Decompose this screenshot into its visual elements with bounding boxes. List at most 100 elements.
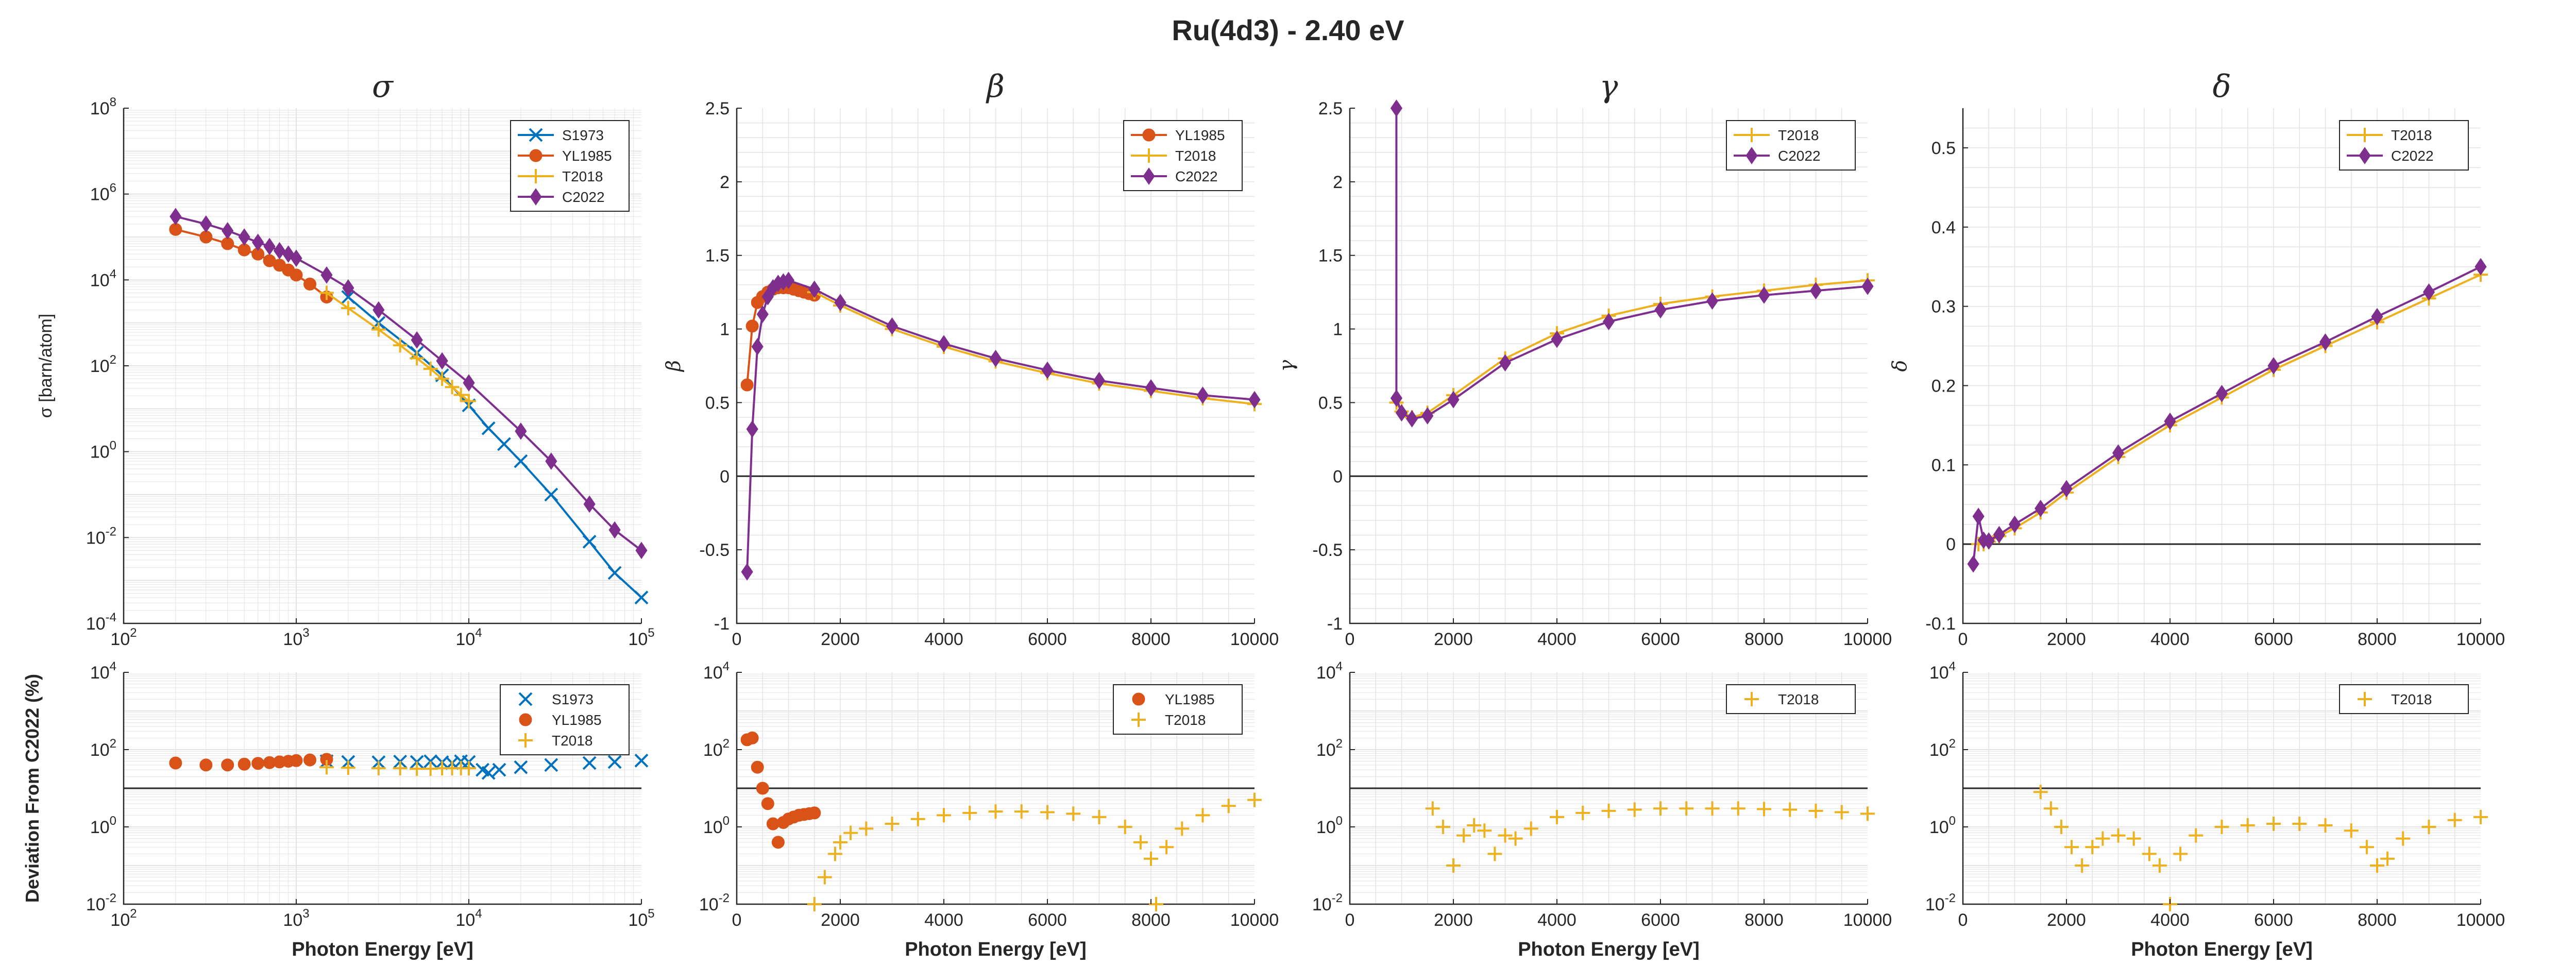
chart-dev_gamma: 0 2000 4000 6000 8000 10000 10-2 100 102 104 Photo… bbox=[1312, 659, 1892, 960]
y-tick-label: 0.1 bbox=[1931, 455, 1956, 475]
legend-label: T2018 bbox=[2391, 691, 2432, 707]
legend: S1973 YL1985 T2018 bbox=[500, 684, 630, 755]
legend-item: T2018 bbox=[1744, 691, 1819, 707]
data-point bbox=[423, 754, 438, 768]
x-tick-label: 10000 bbox=[1230, 630, 1279, 649]
data-point bbox=[2344, 823, 2359, 838]
y-tick-label: 10-4 bbox=[86, 611, 116, 634]
data-point bbox=[859, 821, 874, 836]
legend-label: T2018 bbox=[1778, 691, 1819, 707]
data-point bbox=[393, 338, 408, 353]
series-T2018 bbox=[2033, 785, 2488, 911]
x-tick-label: 4000 bbox=[924, 630, 963, 649]
legend-item: S1973 bbox=[518, 127, 604, 143]
data-point bbox=[1247, 792, 1262, 807]
data-point bbox=[1196, 386, 1209, 404]
data-point bbox=[544, 487, 558, 502]
y-tick-label: -1 bbox=[1327, 614, 1343, 634]
data-point bbox=[1487, 846, 1502, 861]
series-YL1985 bbox=[169, 753, 333, 772]
chart-dev_sigma: 102 103 104 105 10-2 100 102 104 Photon Energy [… bbox=[22, 659, 655, 960]
legend-marker bbox=[1744, 128, 1759, 142]
data-point bbox=[751, 760, 764, 774]
y-tick-label: 100 bbox=[703, 814, 730, 837]
data-point bbox=[1144, 851, 1158, 866]
data-point bbox=[545, 452, 557, 470]
y-tick-label: -0.5 bbox=[1312, 540, 1343, 560]
legend-marker bbox=[2358, 128, 2372, 142]
legend-item: T2018 bbox=[2358, 691, 2432, 707]
series-C2022 bbox=[1390, 99, 1874, 428]
data-point bbox=[607, 566, 622, 580]
x-tick-label: 0 bbox=[1958, 910, 1968, 930]
data-point bbox=[515, 422, 527, 440]
series-C2022 bbox=[741, 272, 1261, 581]
y-tick-label: 0.5 bbox=[1931, 139, 1956, 158]
data-point bbox=[938, 335, 950, 353]
data-point bbox=[807, 897, 822, 911]
data-point bbox=[2422, 283, 2435, 301]
legend: T2018 bbox=[1726, 684, 1856, 714]
series-YL1985 bbox=[169, 223, 333, 303]
x-tick-label: 103 bbox=[283, 907, 309, 930]
data-point bbox=[371, 322, 386, 337]
legend-item: C2022 bbox=[1734, 147, 1821, 164]
legend-marker bbox=[518, 692, 533, 706]
legend-marker bbox=[519, 713, 532, 726]
grid bbox=[124, 108, 641, 623]
data-point bbox=[445, 380, 460, 395]
data-point bbox=[251, 757, 265, 770]
data-point bbox=[2112, 444, 2125, 462]
data-point bbox=[1159, 840, 1174, 855]
data-point bbox=[2215, 384, 2228, 402]
data-point bbox=[497, 437, 511, 451]
y-tick-label: -0.1 bbox=[1925, 614, 1956, 634]
tick-labels: 0 2000 4000 6000 8000 10000-0.100.10.20.30.40… bbox=[1925, 139, 2505, 649]
tick-labels: 102 103 104 105 10-4 10-2 100 102 104 106 108 bbox=[86, 95, 655, 649]
data-point bbox=[453, 387, 468, 402]
data-point bbox=[1221, 799, 1236, 814]
data-point bbox=[1467, 818, 1482, 833]
data-point bbox=[2054, 820, 2069, 834]
x-tick-label: 8000 bbox=[1744, 630, 1784, 649]
legend-marker bbox=[529, 169, 543, 183]
x-tick-label: 104 bbox=[455, 626, 482, 649]
data-point bbox=[843, 825, 858, 840]
data-point bbox=[1195, 808, 1210, 823]
data-point bbox=[1248, 391, 1261, 409]
y-tick-label: 104 bbox=[1316, 659, 1343, 683]
y-axis-label: β bbox=[662, 360, 685, 372]
x-tick-label: 4000 bbox=[924, 910, 963, 930]
data-point bbox=[1860, 806, 1875, 821]
x-tick-label: 105 bbox=[628, 907, 654, 930]
data-point bbox=[2095, 831, 2110, 846]
data-point bbox=[319, 760, 334, 775]
legend-item: C2022 bbox=[518, 188, 605, 206]
x-axis-label: Photon Energy [eV] bbox=[292, 939, 473, 960]
legend-item: T2018 bbox=[1131, 148, 1216, 164]
y-tick-label: 100 bbox=[1316, 814, 1343, 837]
y-tick-label: 102 bbox=[703, 737, 730, 760]
data-point bbox=[371, 761, 386, 776]
y-tick-label: 10-2 bbox=[1925, 891, 1956, 914]
legend-label: T2018 bbox=[2391, 127, 2432, 143]
legend-marker bbox=[1744, 692, 1759, 706]
data-point bbox=[1731, 801, 1745, 816]
data-point bbox=[1133, 835, 1148, 850]
y-tick-label: 100 bbox=[90, 814, 116, 837]
data-point bbox=[2035, 500, 2047, 517]
data-point bbox=[320, 266, 333, 284]
data-point bbox=[341, 301, 355, 316]
x-tick-label: 0 bbox=[732, 630, 742, 649]
data-point bbox=[199, 758, 213, 772]
data-point bbox=[423, 361, 438, 376]
data-point bbox=[238, 228, 250, 246]
data-point bbox=[635, 541, 648, 560]
x-tick-label: 102 bbox=[110, 907, 137, 930]
data-point bbox=[2008, 515, 2021, 533]
x-tick-label: 8000 bbox=[2358, 910, 2397, 930]
data-point bbox=[481, 421, 496, 435]
grid bbox=[1963, 108, 2481, 623]
data-point bbox=[1808, 803, 1823, 818]
data-point bbox=[1066, 806, 1081, 821]
